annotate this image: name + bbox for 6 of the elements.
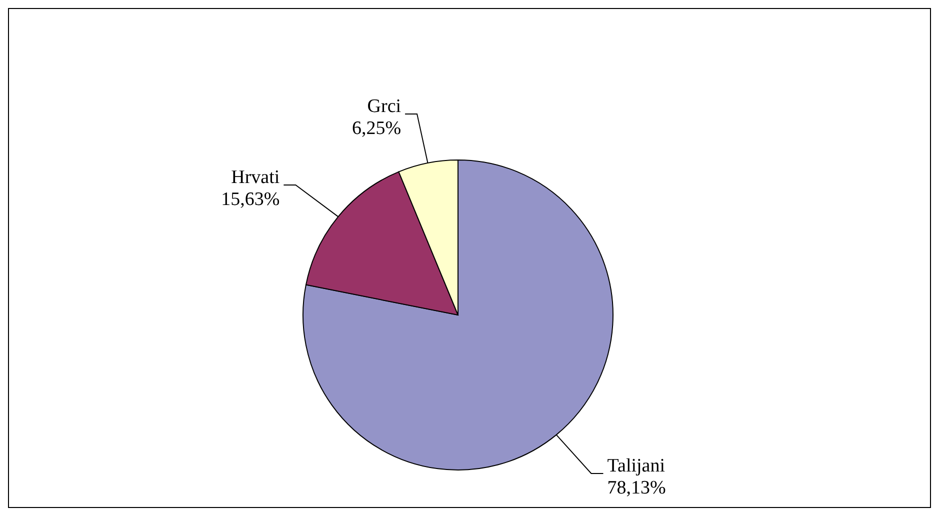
data-label: 15,63% xyxy=(221,188,280,210)
data-label: 6,25% xyxy=(352,118,402,139)
slice-label: Grci xyxy=(367,96,402,117)
slice-label: Hrvati xyxy=(231,166,280,188)
slice-label: Talijani xyxy=(607,455,666,476)
data-label: 78,13% xyxy=(607,477,666,498)
